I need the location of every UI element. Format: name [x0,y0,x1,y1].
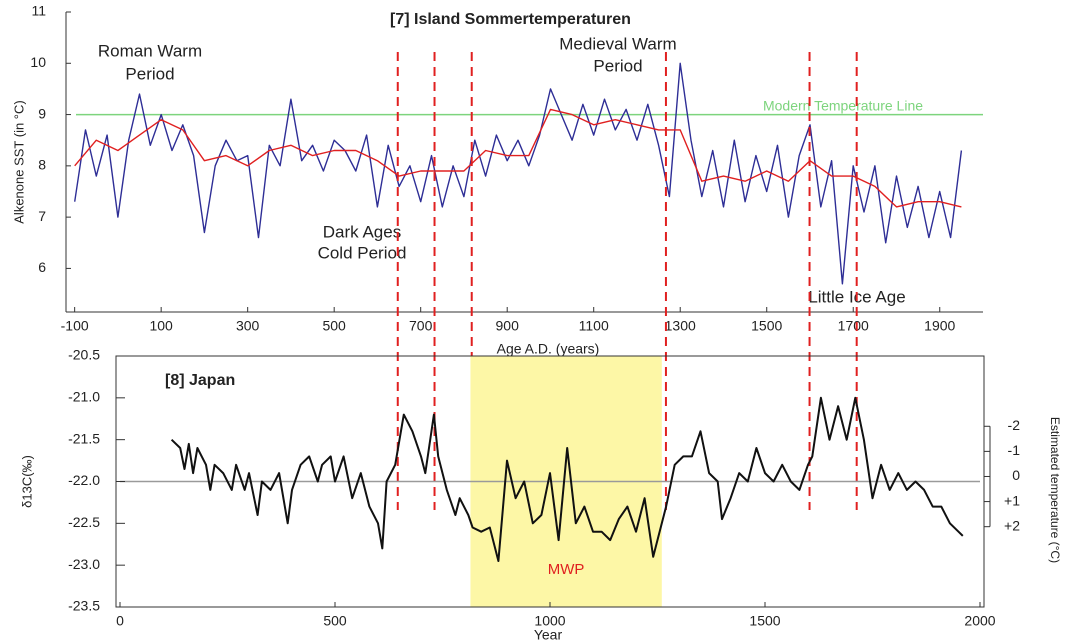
x-tick-label: 900 [496,318,520,334]
y-tick-label: 10 [30,54,46,70]
annotation: Period [125,64,174,83]
y-tick-label: -23.0 [68,556,100,572]
data-line [170,396,964,562]
y-tick-label: -23.5 [68,598,100,614]
y-tick-label: 8 [38,157,46,173]
x-axis-label: Year [534,627,563,643]
y-tick-label: -22.5 [68,514,100,530]
data-line [74,108,962,208]
x-tick-label: 1500 [749,613,780,629]
y2-tick-label: -1 [1008,442,1021,458]
x-tick-label: 1900 [924,318,955,334]
x-tick-label: 300 [236,318,260,334]
x-tick-label: 2000 [964,613,995,629]
y-tick-label: -20.5 [68,347,100,363]
annotation: Period [593,56,642,75]
y-tick-label: -21.0 [68,389,100,405]
annotation: Dark Ages [323,222,401,241]
data-line [74,62,963,285]
y2-tick-label: +1 [1004,492,1020,508]
chart-title: [7] Island Sommertemperaturen [390,11,631,28]
y-tick-label: -22.0 [68,472,100,488]
y2-axis-label: Estimated temperature (°C) [1048,417,1062,563]
annotation: Roman Warm [98,41,202,60]
x-tick-label: 700 [409,318,433,334]
y2-tick-label: 0 [1012,467,1020,483]
y2-tick-label: +2 [1004,517,1020,533]
y-axis-label: δ13C(‰) [19,455,34,508]
x-tick-label: 1300 [665,318,696,334]
y-tick-label: 9 [38,105,46,121]
annotation: Cold Period [318,243,407,262]
x-tick-label: 500 [322,318,346,334]
x-tick-label: 500 [323,613,347,629]
annotation: Medieval Warm [559,34,676,53]
x-tick-label: 1700 [838,318,869,334]
reference-label: Modern Temperature Line [763,97,923,113]
x-tick-label: 1100 [579,318,609,334]
x-tick-label: 1500 [751,318,782,334]
x-axis-label: Age A.D. (years) [497,341,600,357]
y-tick-label: -21.5 [68,430,100,446]
y-tick-label: 11 [31,3,46,19]
x-tick-label: 0 [116,613,124,629]
highlight-label: MWP [548,561,585,578]
y-tick-label: 6 [38,259,46,275]
x-tick-label: -100 [61,318,89,334]
y-axis-label: Alkenone SST (in °C) [11,100,26,223]
x-tick-label: 100 [149,318,173,334]
x-tick-label: 1000 [534,613,565,629]
chart-title: [8] Japan [165,372,235,389]
y-tick-label: 7 [38,208,46,224]
y2-tick-label: -2 [1008,417,1021,433]
